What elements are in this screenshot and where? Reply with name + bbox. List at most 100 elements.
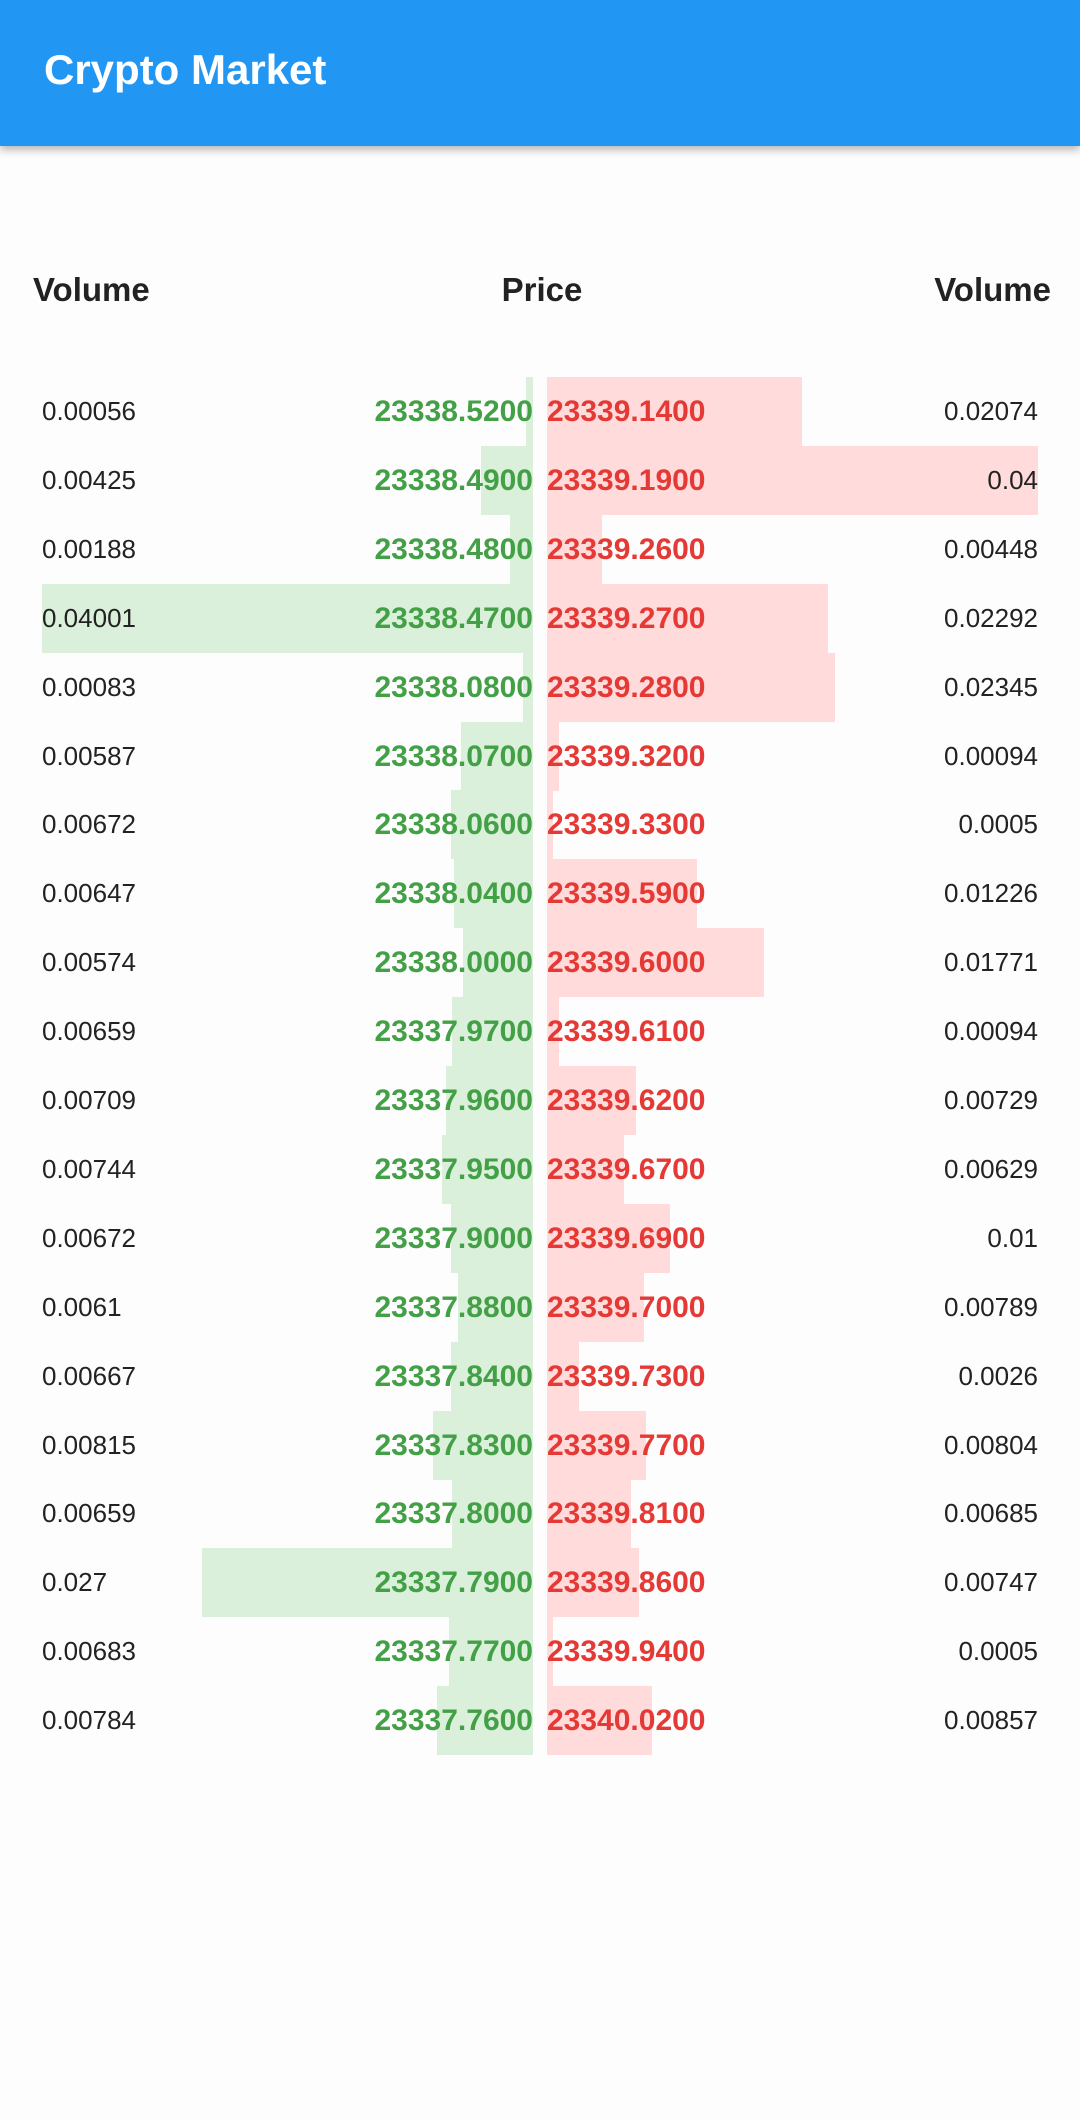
bid-price: 23338.5200 — [374, 395, 534, 428]
order-book-row: 0.00056 23338.5200 23339.1400 0.02074 — [0, 377, 1080, 446]
bid-price: 23337.8000 — [374, 1497, 534, 1531]
order-book-row: 0.0061 23337.8800 23339.7000 0.00789 — [0, 1272, 1080, 1342]
ask-price: 23339.2800 — [547, 670, 706, 704]
bid-price: 23338.0700 — [374, 739, 534, 773]
order-book-row: 0.00647 23338.0400 23339.5900 0.01226 — [0, 859, 1080, 929]
ask-price: 23339.6900 — [547, 1221, 706, 1255]
bid-price: 23338.0000 — [374, 946, 534, 980]
ask-price: 23339.6700 — [547, 1152, 706, 1186]
ask-price: 23339.6200 — [547, 1084, 706, 1117]
bid-volume: 0.00709 — [42, 1085, 136, 1115]
bid-price: 23338.4900 — [374, 463, 534, 497]
order-book-row: 0.04001 23338.4700 23339.2700 0.02292 — [0, 583, 1080, 653]
bid-volume: 0.00683 — [42, 1636, 136, 1667]
ask-volume: 0.02292 — [944, 602, 1038, 633]
ask-volume: 0.0005 — [958, 1636, 1038, 1667]
ask-price: 23340.0200 — [547, 1704, 706, 1738]
bid-depth-bar — [449, 1617, 533, 1687]
bid-price: 23338.4700 — [374, 601, 534, 635]
ask-price: 23339.7700 — [547, 1428, 706, 1462]
ask-volume: 0.00685 — [944, 1498, 1038, 1529]
ask-depth-bar — [547, 1203, 670, 1273]
bid-price: 23337.8800 — [374, 1290, 534, 1324]
bid-price: 23337.9600 — [374, 1084, 534, 1117]
bid-depth-bar — [441, 1134, 533, 1204]
ask-volume: 0.00094 — [944, 740, 1038, 771]
order-book-row: 0.00188 23338.4800 23339.2600 0.00448 — [0, 514, 1080, 584]
ask-price: 23339.7000 — [547, 1290, 706, 1324]
ask-depth-bar — [547, 859, 698, 929]
ask-price: 23339.8600 — [547, 1566, 706, 1600]
bid-depth-bar — [436, 1686, 533, 1756]
order-book-row: 0.00659 23337.8000 23339.8100 0.00685 — [0, 1479, 1080, 1549]
bid-volume: 0.00056 — [42, 396, 136, 426]
ask-price: 23339.3200 — [547, 739, 706, 773]
ask-volume: 0.00448 — [944, 533, 1038, 564]
ask-volume: 0.0026 — [958, 1360, 1038, 1391]
bid-price: 23338.0600 — [374, 808, 534, 842]
bid-volume: 0.0061 — [42, 1291, 122, 1322]
bid-price: 23337.9700 — [374, 1015, 534, 1049]
bid-depth-bar — [460, 721, 533, 791]
bid-depth-bar — [432, 1410, 533, 1480]
order-book-row: 0.00709 23337.9600 23339.6200 0.00729 — [0, 1066, 1080, 1135]
ask-price: 23339.6000 — [547, 946, 706, 980]
ask-depth-bar — [547, 790, 554, 860]
ask-depth-bar — [547, 583, 829, 653]
bid-volume: 0.027 — [42, 1567, 108, 1598]
bid-volume: 0.00659 — [42, 1498, 136, 1529]
ask-price: 23339.1900 — [547, 463, 706, 497]
bid-depth-bar — [462, 928, 533, 998]
bid-price: 23338.4800 — [374, 532, 534, 566]
bid-depth-bar — [42, 583, 533, 653]
bid-volume: 0.00574 — [42, 947, 136, 978]
bid-depth-bar — [450, 790, 533, 860]
ask-price: 23339.9400 — [547, 1635, 706, 1669]
ask-depth-bar — [547, 445, 1038, 515]
bid-volume: 0.00647 — [42, 878, 136, 909]
bid-price: 23337.7600 — [374, 1704, 534, 1738]
ask-volume-header: Volume — [934, 271, 1051, 308]
ask-depth-bar — [547, 1479, 632, 1549]
ask-volume: 0.01771 — [944, 947, 1038, 978]
ask-depth-bar — [547, 1066, 637, 1135]
order-book-row: 0.00672 23337.9000 23339.6900 0.01 — [0, 1203, 1080, 1273]
order-book-row: 0.00683 23337.7700 23339.9400 0.0005 — [0, 1617, 1080, 1687]
bid-price: 23337.9000 — [374, 1221, 534, 1255]
app-title: Crypto Market — [44, 46, 327, 93]
bid-depth-bar — [201, 1548, 533, 1618]
bid-depth-bar — [458, 1272, 533, 1342]
bid-price: 23338.0400 — [374, 877, 534, 911]
bid-depth-bar — [526, 377, 533, 446]
price-header: Price — [501, 271, 583, 308]
app-bar: Crypto Market — [0, 0, 1080, 146]
order-book-row: 0.00744 23337.9500 23339.6700 0.00629 — [0, 1134, 1080, 1204]
bid-depth-bar — [451, 1341, 533, 1411]
bid-volume: 0.00667 — [42, 1360, 136, 1391]
ask-depth-bar — [547, 652, 835, 722]
ask-volume: 0.00629 — [944, 1153, 1038, 1184]
ask-depth-bar — [547, 1341, 579, 1411]
bid-price: 23338.0800 — [374, 670, 534, 704]
ask-volume: 0.02074 — [944, 396, 1038, 426]
ask-price: 23339.1400 — [547, 395, 706, 428]
bid-volume: 0.00083 — [42, 671, 136, 702]
ask-volume: 0.04 — [987, 464, 1038, 495]
order-book-row: 0.00667 23337.8400 23339.7300 0.0026 — [0, 1341, 1080, 1411]
bid-depth-bar — [452, 1479, 533, 1549]
ask-price: 23339.8100 — [547, 1497, 706, 1531]
order-book-row: 0.00672 23338.0600 23339.3300 0.0005 — [0, 790, 1080, 860]
bid-depth-bar — [509, 514, 533, 584]
ask-volume: 0.0005 — [958, 809, 1038, 840]
ask-price: 23339.7300 — [547, 1359, 706, 1393]
bid-volume: 0.00425 — [42, 464, 136, 495]
bid-price: 23337.8300 — [374, 1428, 534, 1462]
ask-price: 23339.6100 — [547, 1015, 706, 1049]
bid-volume: 0.00784 — [42, 1705, 136, 1736]
ask-depth-bar — [547, 1134, 625, 1204]
ask-price: 23339.2600 — [547, 532, 706, 566]
bid-volume: 0.00672 — [42, 1222, 136, 1253]
bid-volume: 0.00672 — [42, 809, 136, 840]
order-book-row: 0.00574 23338.0000 23339.6000 0.01771 — [0, 928, 1080, 998]
ask-volume: 0.01 — [987, 1222, 1038, 1253]
